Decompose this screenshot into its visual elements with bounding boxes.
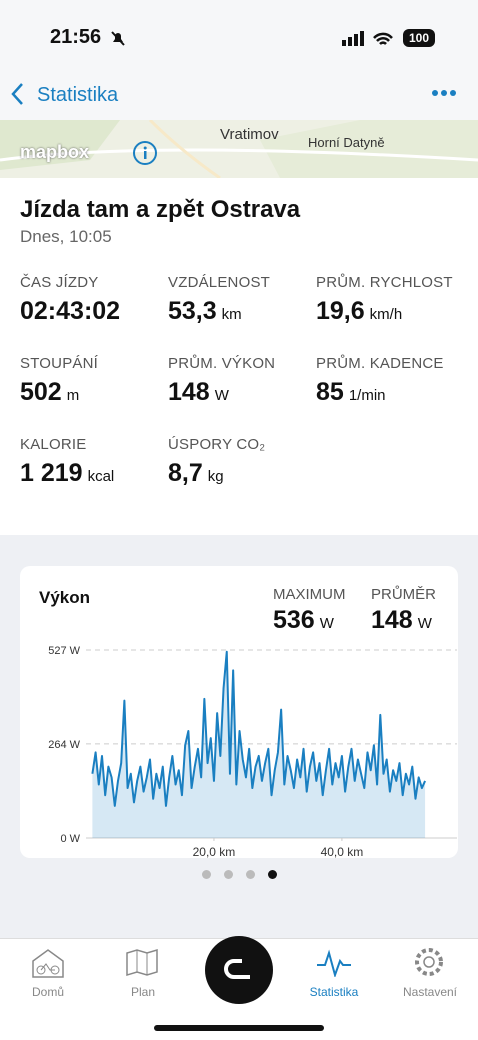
tab-icon bbox=[126, 948, 158, 977]
stat-value: 8,7 kg bbox=[168, 459, 265, 488]
home-indicator bbox=[154, 1025, 324, 1031]
ride-date: Dnes, 10:05 bbox=[20, 227, 112, 246]
stat-label: KALORIE bbox=[20, 436, 87, 453]
summary-value: 536 W bbox=[273, 606, 346, 635]
pager-dot bbox=[201, 870, 211, 879]
stat-unit: m bbox=[66, 387, 80, 404]
summary-item: PRŮMĚR 148 W bbox=[371, 586, 436, 635]
stat-label: VZDÁLENOST bbox=[168, 274, 271, 291]
stat-number: 19,6 bbox=[316, 297, 365, 325]
stat-label: PRŮM. KADENCE bbox=[316, 355, 444, 372]
stat-unit: kg bbox=[207, 468, 224, 485]
summary-label: MAXIMUM bbox=[273, 586, 346, 603]
center-button[interactable] bbox=[204, 935, 274, 1005]
y-tick-label: 0 W bbox=[60, 833, 80, 845]
stat: VZDÁLENOST 53,3 km bbox=[168, 274, 270, 326]
stat-value: 53,3 km bbox=[168, 297, 270, 326]
map-label: Vratimov bbox=[220, 126, 279, 143]
map-bg bbox=[0, 120, 478, 178]
back-button[interactable]: Statistika bbox=[37, 84, 119, 106]
attribution: mapbox bbox=[20, 142, 90, 162]
summary-unit: W bbox=[417, 615, 432, 632]
tab-icon bbox=[415, 948, 443, 976]
summary-number: 148 bbox=[371, 606, 413, 634]
stat: STOUPÁNÍ 502 m bbox=[20, 355, 98, 407]
x-tick-label: 40,0 km bbox=[321, 845, 364, 858]
stat-label: STOUPÁNÍ bbox=[20, 355, 99, 372]
stat-unit: kcal bbox=[87, 468, 115, 485]
clock: 21:56 bbox=[50, 26, 102, 48]
stat-unit: km/h bbox=[369, 306, 403, 323]
x-tick-label: 20,0 km bbox=[193, 845, 236, 858]
summary-unit: W bbox=[319, 615, 334, 632]
stat-label: PRŮM. VÝKON bbox=[168, 355, 276, 372]
stat: KALORIE 1 219 kcal bbox=[20, 436, 114, 488]
y-tick-label: 527 W bbox=[48, 645, 80, 657]
stat-number: 02:43:02 bbox=[20, 297, 121, 325]
pager bbox=[0, 868, 478, 880]
map[interactable]: Vratimov Horní Datyně mapbox bbox=[0, 120, 478, 178]
pager-dot bbox=[245, 870, 255, 879]
stat-value: 148 W bbox=[168, 378, 275, 407]
y-tick-label: 264 W bbox=[48, 739, 80, 751]
stat: ÚSPORY CO₂ 8,7 kg bbox=[168, 436, 265, 488]
stat-unit: 1/min bbox=[348, 387, 386, 404]
summary-label: PRŮMĚR bbox=[371, 586, 437, 603]
pager-dot bbox=[223, 870, 233, 879]
stat: PRŮM. RYCHLOST 19,6 km/h bbox=[316, 274, 453, 326]
tab-label[interactable]: Nastavení bbox=[402, 985, 458, 999]
stat-label: PRŮM. RYCHLOST bbox=[316, 274, 453, 291]
stat: PRŮM. VÝKON 148 W bbox=[168, 355, 275, 407]
back-arrow[interactable] bbox=[10, 82, 26, 106]
stat-unit: W bbox=[214, 387, 229, 404]
chart-title: Výkon bbox=[39, 588, 91, 607]
stat-value: 02:43:02 bbox=[20, 297, 120, 326]
stat: ČAS JÍZDY 02:43:02 bbox=[20, 274, 120, 326]
stat-value: 1 219 kcal bbox=[20, 459, 114, 488]
stat-unit: km bbox=[221, 306, 242, 323]
map-label: Horní Datyně bbox=[308, 135, 385, 150]
battery: 100 bbox=[403, 29, 435, 47]
ride-card: Jízda tam a zpět Ostrava Dnes, 10:05 ČAS… bbox=[0, 178, 478, 535]
stat-value: 502 m bbox=[20, 378, 98, 407]
stat-value: 19,6 km/h bbox=[316, 297, 453, 326]
tab-label[interactable]: Statistika bbox=[309, 985, 359, 999]
stat-label: ČAS JÍZDY bbox=[20, 274, 99, 291]
ride-title: Jízda tam a zpět Ostrava bbox=[20, 196, 301, 223]
summary-item: MAXIMUM 536 W bbox=[273, 586, 346, 635]
mute-icon bbox=[111, 31, 125, 46]
pager-dot bbox=[267, 870, 277, 879]
stat-number: 53,3 bbox=[168, 297, 217, 325]
info-icon[interactable] bbox=[132, 140, 158, 166]
area-fill bbox=[92, 651, 426, 838]
more-button[interactable] bbox=[430, 88, 460, 98]
header: 21:56 100 Statistika bbox=[0, 0, 478, 120]
tab-label[interactable]: Domů bbox=[31, 985, 64, 999]
tab-icon bbox=[32, 949, 64, 978]
tab-bar: Domů Plan Statistika Nastavení bbox=[0, 935, 478, 1040]
summary-value: 148 W bbox=[371, 606, 436, 635]
signal-wifi bbox=[342, 31, 393, 46]
tab-label[interactable]: Plan bbox=[130, 985, 156, 999]
summary-number: 536 bbox=[273, 606, 315, 634]
stat-number: 1 219 bbox=[20, 459, 83, 487]
stat-number: 8,7 bbox=[168, 459, 203, 487]
stat: PRŮM. KADENCE 85 1/min bbox=[316, 355, 444, 407]
stat-label: ÚSPORY CO₂ bbox=[168, 436, 266, 453]
stat-number: 148 bbox=[168, 378, 210, 406]
chart-card: Výkon MAXIMUM 536 W PRŮMĚR 148 W 0 W 264 W 527 … bbox=[20, 566, 458, 858]
power-line bbox=[91, 650, 426, 807]
stat-value: 85 1/min bbox=[316, 378, 444, 407]
stat-number: 85 bbox=[316, 378, 344, 406]
chart: 0 W 264 W 527 W 20,0 km 40,0 km bbox=[48, 645, 457, 858]
stat-number: 502 bbox=[20, 378, 62, 406]
tab-icon bbox=[317, 949, 351, 977]
